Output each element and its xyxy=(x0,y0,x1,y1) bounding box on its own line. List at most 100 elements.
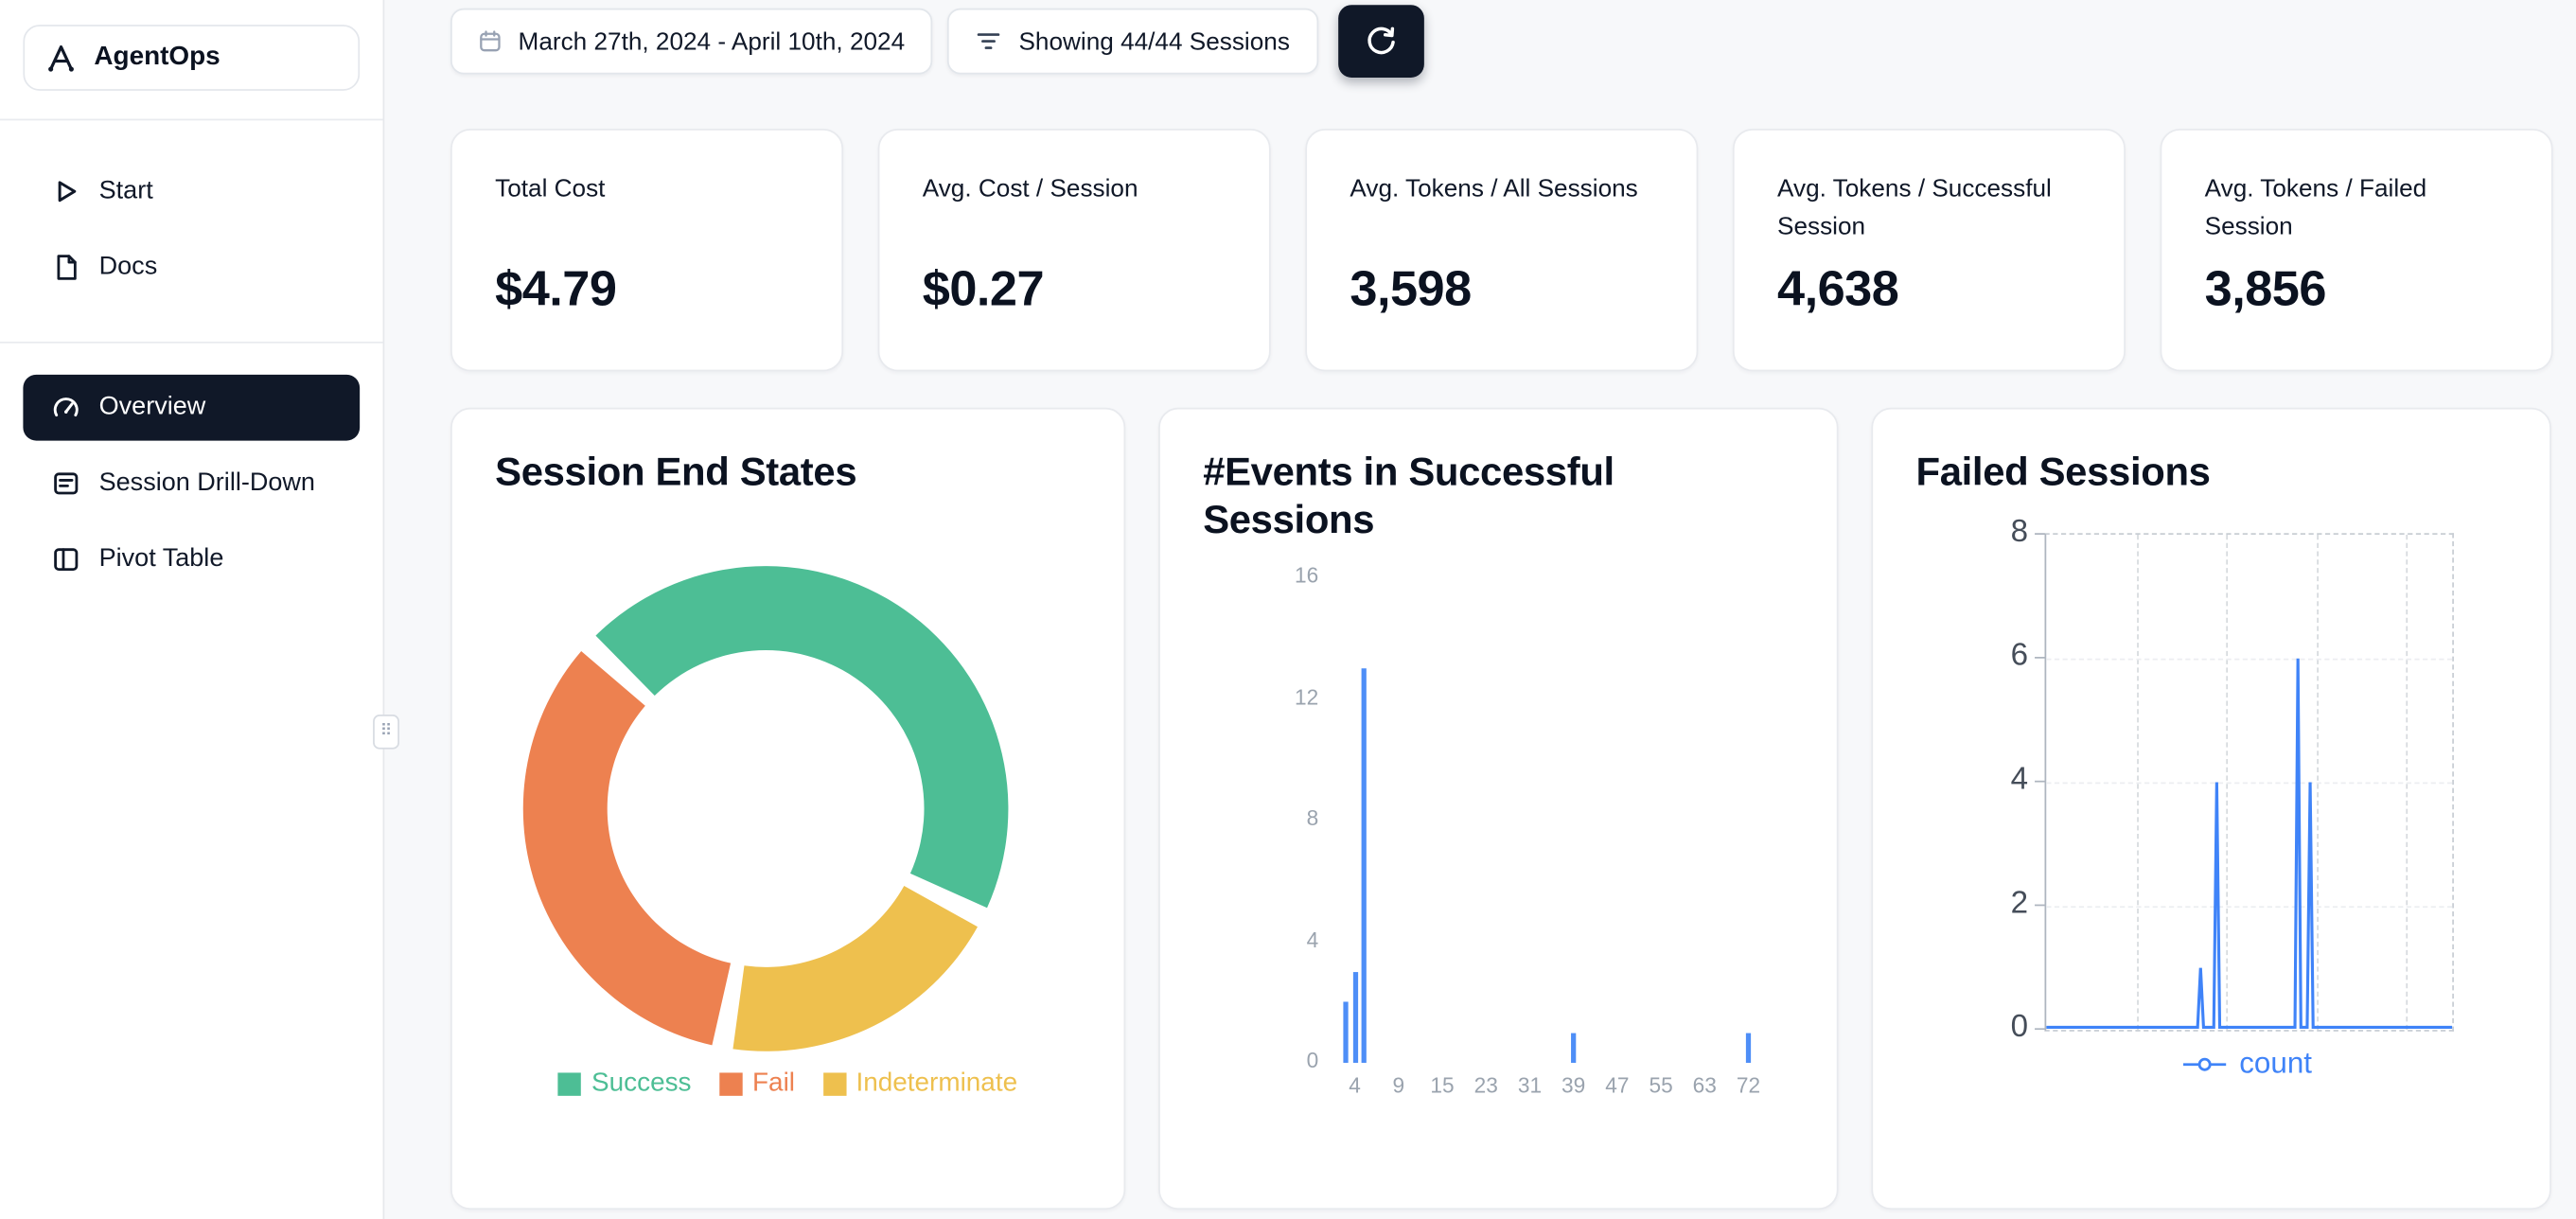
pivot-table-icon xyxy=(51,544,80,574)
date-range-button[interactable]: March 27th, 2024 - April 10th, 2024 xyxy=(450,8,933,75)
legend-label: Indeterminate xyxy=(856,1069,1018,1098)
legend-item-success[interactable]: Success xyxy=(558,1069,691,1099)
legend-swatch xyxy=(719,1072,743,1096)
failed-sessions-card: Failed Sessions 0 2 4 6 8 count xyxy=(1871,407,2551,1210)
bar xyxy=(1571,1032,1577,1063)
legend-item-indeterminate[interactable]: Indeterminate xyxy=(822,1069,1018,1099)
x-axis-label: 4 xyxy=(1349,1072,1361,1098)
legend-swatch xyxy=(822,1072,847,1096)
y-axis-label: 6 xyxy=(2010,638,2029,674)
count-line xyxy=(2046,658,2453,1030)
stat-cards-row: Total Cost $4.79 Avg. Cost / Session $0.… xyxy=(450,129,2553,372)
events-histogram-card: #Events in Successful Sessions 0 4 8 12 16 4 9… xyxy=(1158,407,1839,1210)
calendar-icon xyxy=(479,29,502,52)
y-axis-tick xyxy=(2035,904,2045,907)
agentops-logo-icon xyxy=(43,40,79,76)
sidebar-divider xyxy=(0,118,383,121)
nav-label: Pivot Table xyxy=(98,544,224,574)
legend-swatch xyxy=(558,1072,582,1096)
legend-label: count xyxy=(2239,1046,2313,1080)
refresh-icon xyxy=(1364,25,1397,58)
stat-value: 4,638 xyxy=(1777,262,1899,317)
bar xyxy=(1745,1032,1752,1063)
x-axis-label: 15 xyxy=(1430,1072,1455,1098)
gridline xyxy=(2046,658,2453,661)
y-axis-tick xyxy=(2035,657,2045,659)
y-axis-label: 16 xyxy=(1295,562,1319,588)
stat-title: Avg. Cost / Session xyxy=(922,174,1138,203)
sidebar-item-pivot-table[interactable]: Pivot Table xyxy=(0,521,383,597)
x-axis-label: 72 xyxy=(1736,1072,1761,1098)
sidebar-item-overview[interactable]: Overview xyxy=(23,374,361,441)
chart-title: #Events in Successful Sessions xyxy=(1203,450,1614,543)
donut-legend: Success Fail Indeterminate xyxy=(452,1069,1124,1099)
sidebar-item-session-drill-down[interactable]: Session Drill-Down xyxy=(0,446,383,521)
chart-title: Failed Sessions xyxy=(1915,450,2211,496)
stat-card-avg-cost-session: Avg. Cost / Session $0.27 xyxy=(877,129,1271,372)
filter-icon xyxy=(976,28,1002,55)
charts-row: Session End States Success Fail Indetermin… xyxy=(450,407,2553,1210)
nav-label: Session Drill-Down xyxy=(98,468,315,497)
x-axis-label: 63 xyxy=(1692,1072,1717,1098)
refresh-button[interactable] xyxy=(1337,5,1424,78)
stat-card-avg-tokens-failed: Avg. Tokens / Failed Session 3,856 xyxy=(2160,129,2553,372)
x-axis-label: 23 xyxy=(1473,1072,1498,1098)
gridline xyxy=(2046,906,2453,909)
bar xyxy=(1343,1001,1349,1063)
y-axis-label: 8 xyxy=(2010,515,2029,550)
x-axis-label: 9 xyxy=(1392,1072,1405,1098)
sessions-filter-button[interactable]: Showing 44/44 Sessions xyxy=(947,8,1318,75)
y-axis-label: 0 xyxy=(2010,1010,2029,1045)
app-title: AgentOps xyxy=(94,43,221,71)
session-end-states-card: Session End States Success Fail Indetermin… xyxy=(450,407,1126,1210)
line-marker-icon xyxy=(2182,1056,2227,1070)
sidebar-divider xyxy=(0,341,383,344)
stat-card-total-cost: Total Cost $4.79 xyxy=(450,129,844,372)
agentops-logo: AgentOps xyxy=(23,25,361,91)
y-axis-tick xyxy=(2035,780,2045,783)
y-axis-label: 0 xyxy=(1306,1048,1319,1073)
stat-card-avg-tokens-all: Avg. Tokens / All Sessions 3,598 xyxy=(1305,129,1699,372)
y-axis-label: 12 xyxy=(1295,683,1319,709)
nav-label: Docs xyxy=(98,252,158,281)
y-axis-tick xyxy=(2035,533,2045,535)
stat-card-avg-tokens-successful: Avg. Tokens / Successful Session 4,638 xyxy=(1732,129,2126,372)
y-axis-label: 2 xyxy=(2010,886,2029,922)
nav-label: Overview xyxy=(98,393,206,421)
sidebar-nav-top: Start Docs xyxy=(0,120,383,342)
session-end-states-donut xyxy=(522,566,1009,1051)
bar xyxy=(1352,971,1358,1063)
gauge-icon xyxy=(51,393,80,422)
sidebar-item-docs[interactable]: Docs xyxy=(0,229,383,305)
legend-item-fail[interactable]: Fail xyxy=(719,1069,795,1099)
donut-segment-success xyxy=(595,566,1009,909)
stat-value: 3,598 xyxy=(1350,262,1472,317)
stat-title: Total Cost xyxy=(495,174,606,203)
plot-area xyxy=(2044,533,2454,1032)
y-axis-label: 4 xyxy=(2010,762,2029,798)
x-axis-label: 39 xyxy=(1561,1072,1586,1098)
sidebar-nav-main: Overview Session Drill-Down Pivot Table xyxy=(0,344,383,598)
play-icon xyxy=(51,177,80,206)
y-axis-tick xyxy=(2035,1028,2045,1031)
donut-segment-indeterminate xyxy=(732,885,978,1051)
donut-segment-fail xyxy=(522,650,732,1046)
y-axis-label: 8 xyxy=(1306,804,1319,831)
session-list-icon xyxy=(51,468,80,498)
legend-label: Fail xyxy=(752,1069,795,1098)
failed-sessions-legend[interactable]: count xyxy=(2045,1047,2451,1082)
nav-label: Start xyxy=(98,176,153,205)
x-axis-label: 47 xyxy=(1605,1072,1630,1098)
docs-icon xyxy=(51,253,80,282)
toolbar: March 27th, 2024 - April 10th, 2024 Show… xyxy=(450,5,2553,78)
stat-title: Avg. Tokens / Successful Session xyxy=(1777,174,2052,241)
sessions-filter-label: Showing 44/44 Sessions xyxy=(1018,26,1290,56)
stat-value: $0.27 xyxy=(922,262,1045,317)
date-range-label: March 27th, 2024 - April 10th, 2024 xyxy=(518,26,906,56)
main-content: March 27th, 2024 - April 10th, 2024 Show… xyxy=(450,0,2553,1210)
sidebar-item-start[interactable]: Start xyxy=(0,153,383,229)
sidebar: AgentOps Start Docs Over xyxy=(0,0,385,1219)
sidebar-resize-handle-icon[interactable] xyxy=(373,715,399,750)
chart-title: Session End States xyxy=(495,450,857,496)
